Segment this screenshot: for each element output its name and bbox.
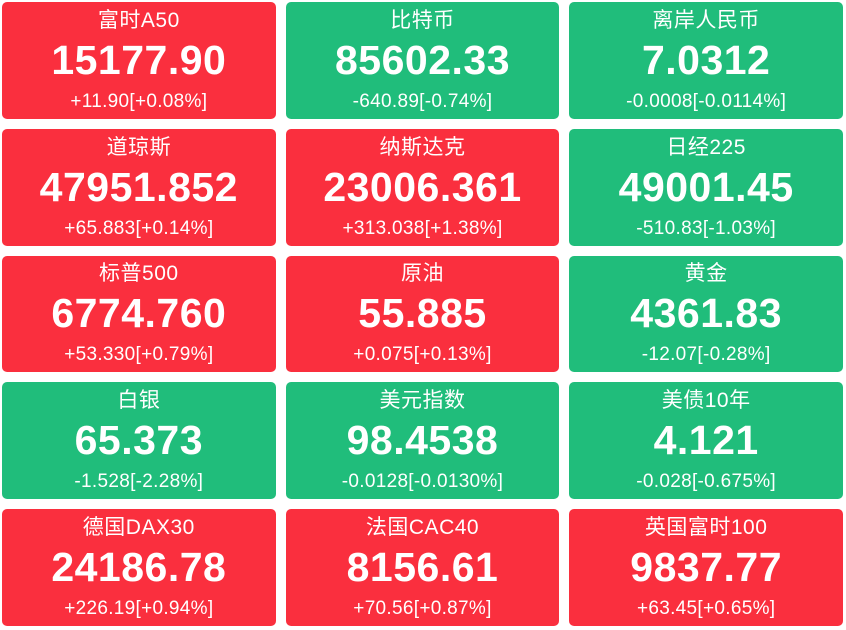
instrument-name: 黄金 [684,262,728,286]
market-tile-8[interactable]: 原油 55.885 +0.075[+0.13%] [285,255,560,373]
instrument-price: 7.0312 [641,36,771,83]
instrument-price: 6774.760 [51,290,227,337]
market-tile-12[interactable]: 美债10年 4.121 -0.028[-0.675%] [569,382,843,500]
instrument-price: 23006.361 [323,163,522,210]
market-tile-6[interactable]: 日经225 49001.45 -510.83[-1.03%] [569,128,843,246]
instrument-change: -510.83[-1.03%] [636,217,776,239]
instrument-price: 24186.78 [51,544,227,591]
instrument-price: 55.885 [358,290,487,337]
market-tile-1[interactable]: 富时A50 15177.90 +11.90[+0.08%] [2,2,276,119]
instrument-change: +226.19[+0.94%] [64,598,214,620]
market-tile-4[interactable]: 道琼斯 47951.852 +65.883[+0.14%] [2,128,276,246]
market-tile-5[interactable]: 纳斯达克 23006.361 +313.038[+1.38%] [285,128,560,246]
instrument-name: 美元指数 [379,389,466,413]
instrument-price: 49001.45 [618,163,794,210]
instrument-name: 白银 [117,389,161,413]
instrument-price: 15177.90 [51,36,227,83]
instrument-change: +70.56[+0.87%] [353,598,492,620]
instrument-price: 8156.61 [346,544,499,591]
instrument-price: 65.373 [74,417,204,464]
instrument-change: -0.0008[-0.0114%] [626,90,787,112]
instrument-name: 比特币 [390,8,455,32]
market-tile-13[interactable]: 德国DAX30 24186.78 +226.19[+0.94%] [2,509,276,626]
market-tile-3[interactable]: 离岸人民币 7.0312 -0.0008[-0.0114%] [569,2,843,119]
instrument-price: 4.121 [653,417,759,464]
instrument-price: 4361.83 [630,290,783,337]
instrument-name: 纳斯达克 [379,135,466,159]
instrument-price: 85602.33 [334,36,510,83]
instrument-price: 98.4538 [346,417,499,464]
market-tile-9[interactable]: 黄金 4361.83 -12.07[-0.28%] [569,255,843,373]
market-tile-11[interactable]: 美元指数 98.4538 -0.0128[-0.0130%] [285,382,560,500]
instrument-change: -640.89[-0.74%] [352,90,493,112]
instrument-name: 日经225 [666,135,746,159]
instrument-change: -0.0128[-0.0130%] [341,471,504,493]
market-tile-10[interactable]: 白银 65.373 -1.528[-2.28%] [2,382,276,500]
instrument-name: 英国富时100 [644,516,768,540]
instrument-name: 标普500 [99,262,179,286]
instrument-change: +0.075[+0.13%] [353,344,492,366]
instrument-price: 9837.77 [630,544,783,591]
market-tile-7[interactable]: 标普500 6774.760 +53.330[+0.79%] [2,255,276,373]
instrument-change: +65.883[+0.14%] [64,217,214,239]
instrument-name: 法国CAC40 [365,516,480,540]
market-tile-14[interactable]: 法国CAC40 8156.61 +70.56[+0.87%] [285,509,560,626]
instrument-name: 离岸人民币 [652,8,760,32]
instrument-change: +53.330[+0.79%] [64,344,214,366]
instrument-change: -0.028[-0.675%] [636,471,776,493]
instrument-change: +11.90[+0.08%] [70,90,208,112]
instrument-change: -1.528[-2.28%] [74,471,204,493]
instrument-name: 原油 [400,262,444,286]
instrument-change: -12.07[-0.28%] [641,344,771,366]
instrument-name: 道琼斯 [106,135,172,159]
instrument-name: 美债10年 [661,389,751,413]
market-tile-15[interactable]: 英国富时100 9837.77 +63.45[+0.65%] [569,509,843,626]
market-tile-2[interactable]: 比特币 85602.33 -640.89[-0.74%] [285,2,560,119]
instrument-change: +63.45[+0.65%] [636,598,776,620]
instrument-price: 47951.852 [39,163,238,210]
instrument-change: +313.038[+1.38%] [342,217,503,239]
instrument-name: 富时A50 [97,8,180,32]
instrument-name: 德国DAX30 [82,516,195,540]
